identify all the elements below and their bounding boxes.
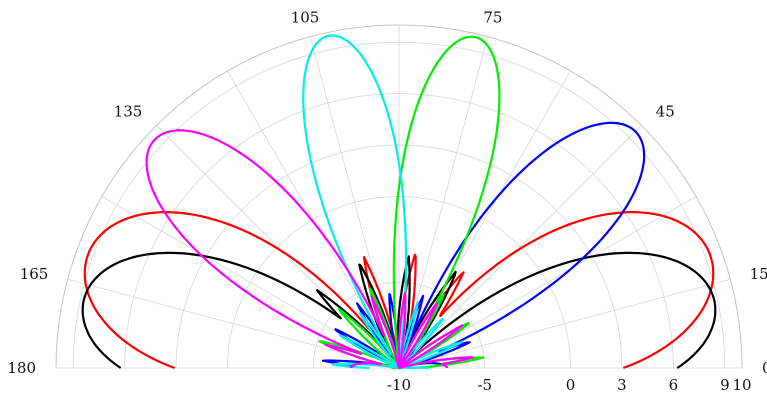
series-line-5 xyxy=(145,129,474,370)
series-line-4 xyxy=(302,34,463,370)
r-tick-label: 3 xyxy=(617,376,627,394)
angular-gridline xyxy=(398,70,571,369)
angular-gridline xyxy=(398,125,642,369)
theta-tick-label: 0 xyxy=(762,359,767,377)
theta-tick-label: 75 xyxy=(483,8,502,26)
series-line-2 xyxy=(321,121,646,370)
theta-tick-label: 105 xyxy=(291,8,320,26)
theta-tick-label: 135 xyxy=(114,102,143,120)
angular-gridline xyxy=(398,278,731,369)
angular-gridline xyxy=(309,36,400,369)
theta-tick-label: 165 xyxy=(20,265,49,283)
series-line-1 xyxy=(81,251,717,369)
theta-tick-label: 180 xyxy=(7,359,36,377)
angular-gridline xyxy=(156,125,400,369)
series-line-3 xyxy=(318,35,501,370)
theta-tick-label: 45 xyxy=(656,102,675,120)
r-tick-label: 10 xyxy=(732,376,751,394)
tick-labels: 0 15 45 75 105 135 165 180 -10 -5 0 3 6 9 10 xyxy=(7,8,767,394)
r-tick-label: -10 xyxy=(387,376,411,394)
r-tick-label: 0 xyxy=(566,376,576,394)
r-tick-label: -5 xyxy=(477,376,492,394)
theta-tick-label: 15 xyxy=(750,265,767,283)
r-tick-label: 9 xyxy=(720,376,730,394)
r-tick-label: 6 xyxy=(669,376,679,394)
series-group xyxy=(81,34,717,370)
